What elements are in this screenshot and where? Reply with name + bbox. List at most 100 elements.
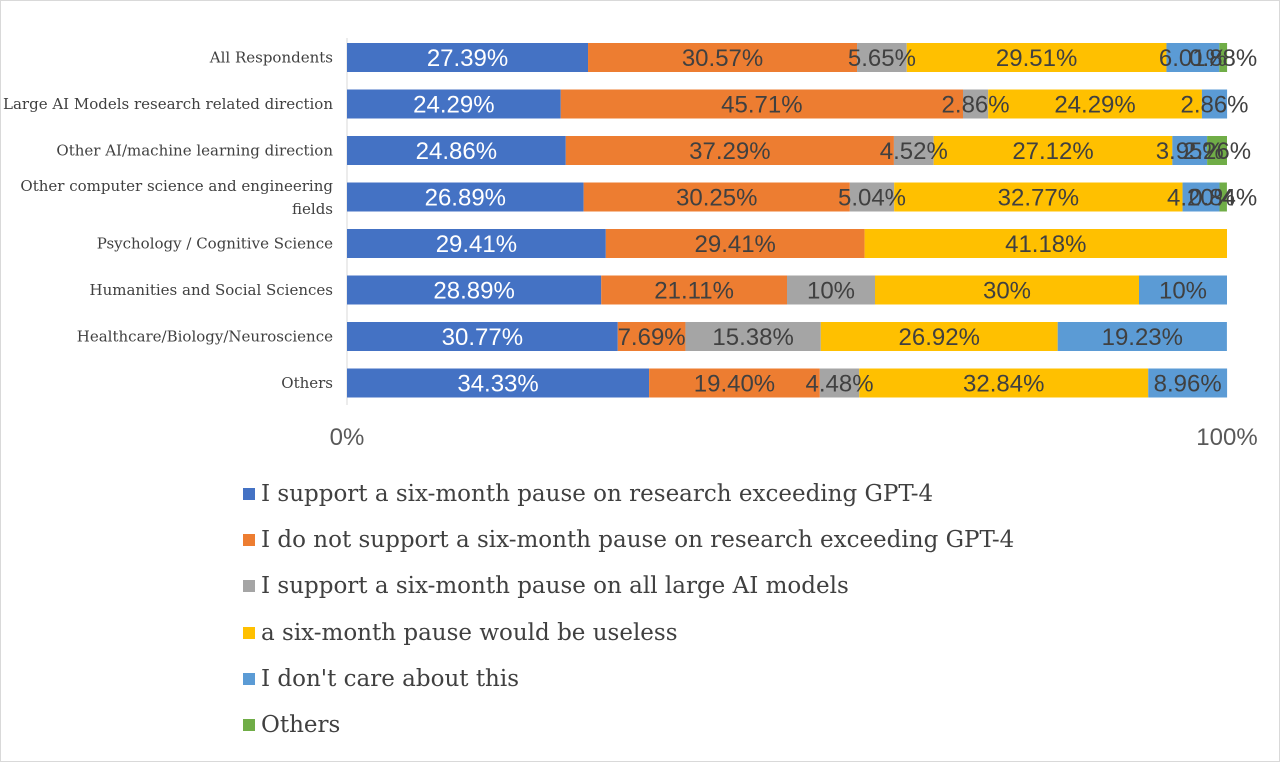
bar-segment (347, 275, 602, 305)
data-label: 24.29% (1054, 92, 1135, 119)
legend-swatch (243, 488, 255, 500)
legend-label: I support a six-month pause on all large… (261, 573, 849, 600)
data-label: 26.92% (899, 324, 980, 351)
bar-segment (1219, 182, 1227, 212)
bar-segment (988, 89, 1202, 119)
data-label: 28.89% (433, 278, 514, 305)
data-label: 24.29% (413, 92, 494, 119)
data-label: 19.23% (1102, 324, 1183, 351)
bar-segment (933, 136, 1173, 165)
bar-segment (1166, 43, 1220, 72)
data-label: 30.77% (442, 324, 523, 351)
legend-item: I don't care about this (243, 661, 519, 697)
bar-segment (649, 368, 820, 398)
data-label: 3.95% (1156, 138, 1224, 165)
data-label: 41.18% (1005, 231, 1086, 258)
bar-segment (864, 229, 1227, 258)
legend-item: I support a six-month pause on research … (243, 476, 933, 512)
bar-segment (347, 182, 584, 212)
data-label: 2.86% (942, 92, 1010, 119)
data-label: 5.04% (838, 185, 906, 212)
data-label: 4.20% (1167, 185, 1235, 212)
data-label: 29.41% (436, 231, 517, 258)
data-label: 5.65% (848, 45, 916, 72)
bar-segment (1139, 275, 1227, 305)
data-label: 37.29% (689, 138, 770, 165)
bar-segment (1148, 368, 1228, 398)
bar-segment (1219, 43, 1228, 72)
data-label: 4.48% (806, 371, 874, 398)
bar-segment (601, 275, 787, 305)
legend-swatch (243, 672, 255, 685)
bar-segment (894, 182, 1183, 212)
bar-segment (1057, 322, 1227, 351)
data-label: 24.86% (416, 138, 497, 165)
bar-segment (347, 322, 618, 351)
legend-item: a six-month pause would be useless (243, 615, 678, 651)
legend-label: a six-month pause would be useless (261, 619, 678, 646)
bar-segment (565, 136, 894, 165)
data-label: 10% (1159, 278, 1207, 305)
data-label: 7.69% (618, 324, 686, 351)
bar-segment (893, 136, 934, 165)
bar-segment (859, 368, 1149, 398)
legend-label: Others (261, 712, 341, 738)
category-label: Healthcare/Biology/Neuroscience (77, 328, 333, 346)
data-label: 29.51% (996, 45, 1077, 72)
bar-segment (605, 229, 865, 258)
bar-segment (583, 182, 850, 212)
bar-segment (617, 322, 686, 351)
data-label: 21.11% (654, 278, 734, 305)
bar-segment (347, 368, 650, 398)
x-tick-label: 0% (330, 424, 365, 451)
bar-segment (787, 275, 875, 305)
data-label: 32.77% (998, 185, 1079, 212)
data-label: 10% (807, 278, 855, 305)
legend-label: I don't care about this (261, 665, 520, 692)
bar-segment (588, 43, 858, 72)
category-label: Other computer science and engineering fi… (20, 177, 333, 218)
data-label: 19.40% (694, 371, 775, 398)
legend-item: Others (243, 707, 340, 743)
data-label: 15.38% (712, 324, 793, 351)
legend-item: I support a six-month pause on all large… (243, 568, 849, 604)
legend-item: I do not support a six-month pause on re… (243, 522, 1014, 558)
category-label: Humanities and Social Sciences (89, 281, 333, 299)
data-label: 0.84% (1189, 185, 1257, 212)
bar-segment (857, 43, 907, 72)
data-label: 30% (983, 278, 1031, 305)
category-label: All Respondents (209, 49, 333, 67)
category-label: Large AI Models research related directi… (3, 95, 333, 113)
data-label: 6.01% (1159, 45, 1227, 72)
bar-segment (875, 275, 1139, 305)
data-label: 4.52% (880, 138, 948, 165)
bar-segment (685, 322, 821, 351)
bar-segment (849, 182, 895, 212)
data-label: 0.88% (1189, 45, 1257, 72)
data-label: 2.26% (1183, 138, 1251, 165)
legend-swatch (243, 580, 255, 593)
legend-swatch (243, 719, 255, 731)
bar-segment (347, 43, 589, 72)
data-label: 8.96% (1154, 371, 1222, 398)
category-label: Other AI/machine learning direction (56, 142, 333, 160)
bar-segment (963, 89, 989, 119)
bar-segment (347, 89, 561, 119)
data-label: 45.71% (721, 92, 802, 119)
bar-segment (347, 229, 606, 258)
bar-segment (820, 322, 1058, 351)
x-tick-label: 100% (1196, 424, 1257, 451)
data-label: 30.57% (682, 45, 763, 72)
data-label: 26.89% (425, 185, 506, 212)
legend-label: I do not support a six-month pause on re… (261, 527, 1015, 554)
data-label: 27.12% (1012, 138, 1093, 165)
bar-segment (906, 43, 1167, 72)
bar-segment (1201, 89, 1228, 119)
data-label: 32.84% (963, 371, 1044, 398)
category-label: Psychology / Cognitive Science (97, 235, 333, 253)
legend-swatch (243, 626, 255, 639)
data-label: 30.25% (676, 185, 757, 212)
data-label: 29.41% (695, 231, 776, 258)
data-label: 34.33% (457, 371, 538, 398)
